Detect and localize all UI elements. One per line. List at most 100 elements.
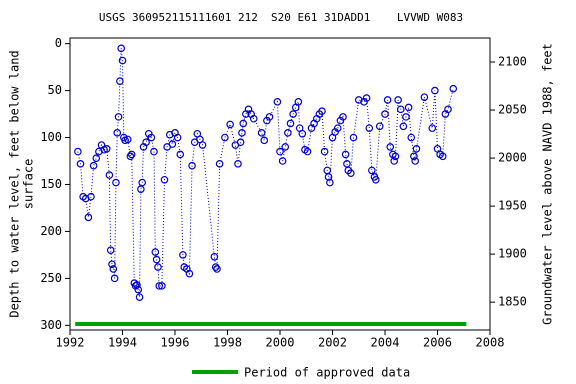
x-tick-label: 1992 <box>56 336 85 350</box>
x-tick-label: 2008 <box>476 336 505 350</box>
data-point <box>402 113 410 121</box>
y2-tick-label: 1900 <box>498 247 527 261</box>
data-point <box>74 147 82 156</box>
data-point <box>396 105 405 114</box>
data-point <box>176 150 185 159</box>
data-point <box>276 147 284 156</box>
data-point <box>326 178 334 187</box>
data-point <box>399 122 408 131</box>
data-point <box>106 246 115 254</box>
y-tick-label: 150 <box>40 177 62 191</box>
data-point <box>298 129 307 138</box>
data-point <box>135 293 144 301</box>
data-point <box>221 133 229 142</box>
data-point <box>368 166 376 175</box>
data-point <box>412 144 421 153</box>
data-point <box>249 114 258 123</box>
data-point <box>152 255 161 264</box>
data-point <box>365 124 374 132</box>
data-point <box>211 263 220 271</box>
data-point <box>112 178 120 187</box>
data-point <box>411 157 419 165</box>
data-point <box>390 157 398 165</box>
data-point <box>127 150 136 159</box>
data-point <box>284 129 292 137</box>
data-point <box>391 152 400 161</box>
data-point <box>168 140 177 148</box>
data-point <box>185 269 194 278</box>
data-point <box>273 98 282 106</box>
data-point <box>133 281 141 289</box>
y2-tick-label: 1950 <box>498 199 527 213</box>
x-tick-label: 2000 <box>266 336 295 350</box>
data-point <box>117 44 125 53</box>
data-point <box>215 160 224 168</box>
data-point <box>347 169 355 178</box>
y-axis-label: Depth to water level, feet below land <box>8 50 22 317</box>
data-point <box>138 178 146 187</box>
data-point <box>113 129 122 137</box>
data-point <box>210 252 219 261</box>
data-point <box>420 93 429 101</box>
data-point <box>179 251 187 259</box>
data-point <box>226 120 234 129</box>
data-point <box>84 213 93 222</box>
data-point <box>134 285 143 294</box>
data-point <box>265 113 274 121</box>
data-point <box>173 133 182 142</box>
x-tick-label: 2004 <box>371 336 400 350</box>
data-point <box>394 96 402 104</box>
data-point <box>333 124 342 132</box>
data-point <box>89 161 98 170</box>
data-point <box>109 265 118 273</box>
data-point <box>320 147 329 156</box>
y-tick-label: 200 <box>40 224 62 238</box>
data-point <box>318 107 326 116</box>
data-point <box>123 135 132 144</box>
data-point <box>349 133 358 142</box>
data-point <box>410 152 418 161</box>
data-point <box>372 175 380 184</box>
y-tick-label: 100 <box>40 130 62 144</box>
y-tick-label: 0 <box>55 36 62 50</box>
x-tick-label: 1998 <box>213 336 242 350</box>
data-point <box>449 84 458 93</box>
data-point <box>339 113 347 121</box>
data-point <box>213 265 221 273</box>
data-point <box>92 154 101 162</box>
data-point <box>87 192 95 201</box>
data-point <box>286 119 295 128</box>
data-point <box>289 110 297 118</box>
data-point <box>102 144 111 153</box>
legend-label: Period of approved data <box>244 366 410 380</box>
y-tick-label: 50 <box>48 83 62 97</box>
data-point <box>151 248 160 256</box>
data-point <box>76 160 85 168</box>
data-point <box>341 150 350 159</box>
series-line <box>77 48 454 298</box>
data-point <box>438 152 447 161</box>
data-point <box>155 282 164 290</box>
x-tick-label: 1994 <box>108 336 137 350</box>
y2-tick-label: 1850 <box>498 295 527 309</box>
x-tick-label: 2006 <box>423 336 452 350</box>
y-tick-label: 250 <box>40 271 62 285</box>
data-point <box>257 129 266 137</box>
data-point <box>234 160 242 168</box>
data-point <box>278 157 287 165</box>
data-point <box>428 124 437 132</box>
chart-title: USGS 360952115111601 212 S20 E61 31DADD1… <box>99 11 463 24</box>
y-axis-label: surface <box>22 159 36 210</box>
data-point <box>375 122 384 131</box>
data-point <box>444 105 452 114</box>
x-tick-label: 2002 <box>318 336 347 350</box>
data-point <box>294 98 303 106</box>
data-point <box>362 94 371 102</box>
data-point <box>431 86 439 95</box>
data-point <box>114 113 123 121</box>
data-point <box>142 138 150 147</box>
data-point <box>404 103 413 112</box>
data-point <box>383 96 392 104</box>
data-point <box>381 110 389 118</box>
